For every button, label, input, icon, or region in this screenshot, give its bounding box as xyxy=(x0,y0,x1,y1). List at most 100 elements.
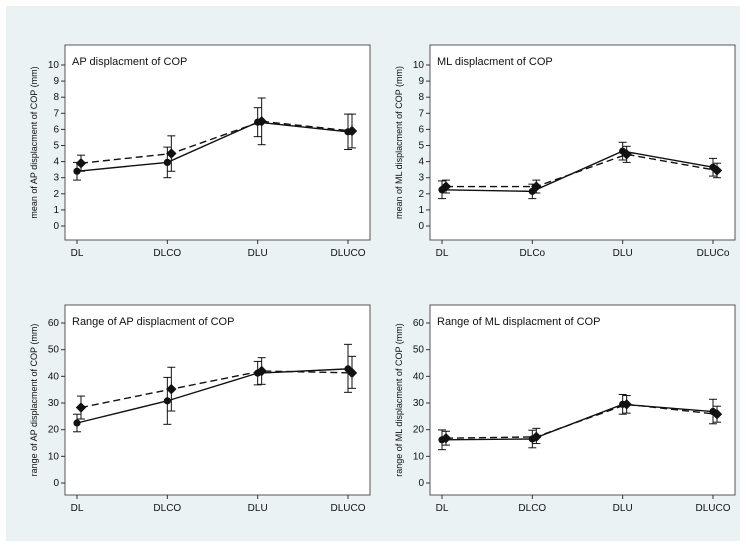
series-layer xyxy=(73,97,358,181)
data-point-diamond xyxy=(440,433,452,444)
data-point-diamond xyxy=(711,409,723,420)
x-axis: DL DLCO DLU DLUCO xyxy=(436,495,731,514)
data-point-diamond xyxy=(711,165,723,176)
chart-ml-mean: ML displacment of COP mean of ML displac… xyxy=(394,44,736,259)
x-tick-label: DL xyxy=(436,248,449,259)
y-tick-label: 5 xyxy=(418,141,424,152)
y-tick-label: 40 xyxy=(48,371,60,382)
y-tick-label: 0 xyxy=(53,221,59,232)
data-point-diamond xyxy=(531,431,542,443)
y-tick-label: 2 xyxy=(418,189,424,200)
plot-area xyxy=(429,304,736,496)
x-tick-label: DLUCo xyxy=(697,248,730,259)
y-tick-label: 5 xyxy=(53,141,59,152)
data-point-diamond xyxy=(531,181,542,192)
y-tick-label: 9 xyxy=(53,76,59,87)
data-point-diamond xyxy=(621,399,632,410)
x-tick-label: DLUCO xyxy=(695,503,730,514)
y-tick-label: 7 xyxy=(418,108,424,119)
y-axis: 0 1 2 3 4 5 6 7 8 9 10 xyxy=(413,60,430,232)
x-tick-label: DL xyxy=(71,248,84,259)
y-tick-label: 10 xyxy=(413,451,425,462)
chart-ap-mean: AP displacment of COP mean of AP displac… xyxy=(29,44,371,259)
data-point-diamond xyxy=(166,383,177,395)
data-point-diamond xyxy=(75,402,87,413)
x-tick-label: DLU xyxy=(613,248,633,259)
y-axis: 0 1 2 3 4 5 6 7 8 9 10 xyxy=(48,60,65,232)
y-axis: 0 10 20 30 40 50 60 xyxy=(413,318,430,489)
data-point-diamond xyxy=(75,158,87,169)
plot-area xyxy=(64,44,371,241)
chart-title: Range of AP displacment of COP xyxy=(72,316,234,328)
data-point-diamond xyxy=(256,365,267,377)
y-tick-label: 0 xyxy=(418,221,424,232)
y-tick-label: 6 xyxy=(418,124,424,135)
series-layer xyxy=(438,141,723,200)
series-line-diamonds xyxy=(80,370,353,409)
x-tick-label: DLU xyxy=(248,503,268,514)
x-axis: DL DLCo DLU DLUCo xyxy=(436,240,730,259)
x-tick-label: DLU xyxy=(613,503,633,514)
y-tick-label: 1 xyxy=(53,205,59,216)
chart-ml-range: Range of ML displacment of COP range of … xyxy=(394,304,736,514)
y-tick-label: 4 xyxy=(53,157,59,168)
y-tick-label: 0 xyxy=(418,478,424,489)
series-line-dots xyxy=(76,121,349,172)
plot-area xyxy=(429,44,736,241)
y-tick-label: 50 xyxy=(413,345,425,356)
x-tick-label: DLUCO xyxy=(330,248,365,259)
data-point-circle xyxy=(163,158,171,167)
data-point-diamond xyxy=(256,116,267,127)
series-line-dots xyxy=(76,368,349,424)
data-point-diamond xyxy=(346,367,358,379)
y-tick-label: 0 xyxy=(53,478,59,489)
x-tick-label: DLU xyxy=(248,248,268,259)
y-tick-label: 3 xyxy=(418,173,424,184)
y-tick-label: 50 xyxy=(48,345,60,356)
series-line-diamonds xyxy=(80,120,353,164)
y-axis-label: range of ML displacment of COP (mm) xyxy=(394,323,404,477)
y-tick-label: 40 xyxy=(413,371,425,382)
data-point-circle xyxy=(73,419,81,427)
y-tick-label: 6 xyxy=(53,124,59,135)
y-axis-label: mean of ML displacment of COP (mm) xyxy=(394,66,404,219)
y-tick-label: 60 xyxy=(413,318,425,329)
y-tick-label: 10 xyxy=(413,60,425,71)
y-tick-label: 4 xyxy=(418,157,424,168)
y-axis-label: range of AP displacment of COP (mm) xyxy=(29,324,39,477)
data-point-diamond xyxy=(621,149,632,160)
y-tick-label: 9 xyxy=(418,76,424,87)
x-tick-label: DLCO xyxy=(153,248,181,259)
x-tick-label: DLUCO xyxy=(330,503,365,514)
y-tick-label: 1 xyxy=(418,205,424,216)
y-tick-label: 20 xyxy=(48,425,60,436)
y-tick-label: 2 xyxy=(53,189,59,200)
plot-area xyxy=(64,304,371,496)
x-axis: DL DLCO DLU DLUCO xyxy=(71,240,366,259)
chart-title: Range of ML displacment of COP xyxy=(437,316,600,328)
y-tick-label: 8 xyxy=(53,92,59,103)
y-axis-label: mean of AP displacment of COP (mm) xyxy=(29,66,39,218)
data-point-circle xyxy=(163,397,171,405)
y-tick-label: 20 xyxy=(413,425,425,436)
y-tick-label: 30 xyxy=(413,398,425,409)
data-point-diamond xyxy=(346,125,358,137)
x-tick-label: DLCO xyxy=(153,503,181,514)
data-point-diamond xyxy=(166,148,177,159)
x-tick-label: DL xyxy=(436,503,449,514)
series-line-diamonds xyxy=(445,403,718,439)
series-layer xyxy=(438,393,723,451)
chart-title: AP displacment of COP xyxy=(72,56,187,68)
y-tick-label: 8 xyxy=(418,92,424,103)
chart-ap-range: Range of AP displacment of COP range of … xyxy=(29,304,371,514)
y-tick-label: 7 xyxy=(53,108,59,119)
x-tick-label: DLCo xyxy=(520,248,546,259)
x-tick-label: DL xyxy=(71,503,84,514)
series-layer xyxy=(73,343,358,433)
y-axis: 0 10 20 30 40 50 60 xyxy=(48,318,65,489)
y-tick-label: 60 xyxy=(48,318,60,329)
x-tick-label: DLCO xyxy=(518,503,546,514)
chart-title: ML displacment of COP xyxy=(437,56,553,68)
y-tick-label: 3 xyxy=(53,173,59,184)
